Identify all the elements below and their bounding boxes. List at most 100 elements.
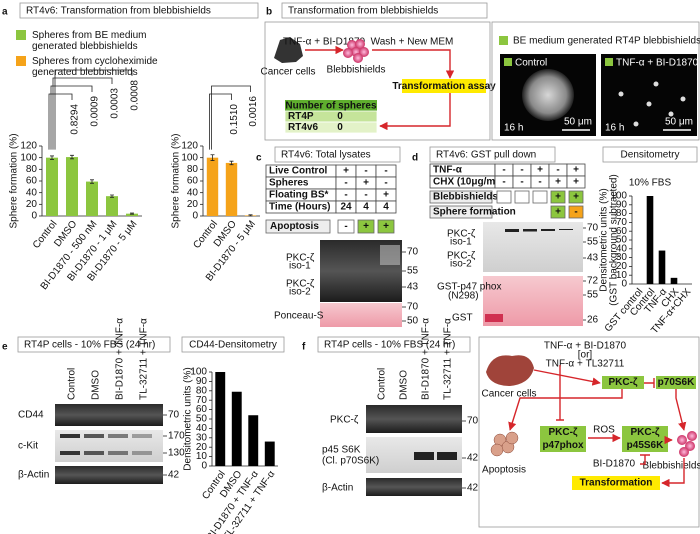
lane-label: BI-D1870 + TNF-α xyxy=(115,318,126,400)
mw-marker: 42 xyxy=(467,483,479,494)
inhibition xyxy=(644,378,655,388)
y-tick-label: 60 xyxy=(616,226,628,237)
frame xyxy=(478,336,700,528)
inhibition xyxy=(556,365,564,421)
mw-marker: 42 xyxy=(168,470,180,481)
y-tick-label: 60 xyxy=(187,176,199,187)
label-box xyxy=(429,190,493,204)
blot-band xyxy=(485,314,503,322)
pathway-input: TNF-α + BI-D1870 xyxy=(544,341,627,352)
legend-swatch xyxy=(16,30,26,40)
bracket xyxy=(211,85,251,150)
table-cell: + xyxy=(363,178,369,189)
panel-label: c xyxy=(256,153,262,164)
blebbishield-icon xyxy=(353,53,363,63)
bar xyxy=(658,250,666,284)
empty-box xyxy=(514,190,530,204)
error-bar xyxy=(50,155,54,160)
pathway-arrow xyxy=(675,389,687,431)
legend-label: Spheres from cycloheximide generated bleb… xyxy=(32,56,158,78)
table-cell: Time (Hours) xyxy=(269,202,331,213)
panel-header: RT4v6: Total lysates xyxy=(281,150,371,161)
legend-swatch xyxy=(499,36,508,45)
lane-label: TL-32711 + TNF-α xyxy=(443,318,454,400)
lane-label: DMSO xyxy=(91,370,102,400)
mw-marker: 43 xyxy=(407,282,419,293)
mark-box xyxy=(550,205,566,219)
blot xyxy=(55,466,163,484)
header-box xyxy=(429,146,556,163)
y-tick-label: 60 xyxy=(196,404,208,415)
table-row xyxy=(284,121,378,134)
lane-label: Control xyxy=(67,368,78,400)
bar xyxy=(646,196,654,284)
arrow xyxy=(379,93,451,131)
sphere xyxy=(522,69,574,121)
mark-box xyxy=(550,190,566,204)
blot xyxy=(55,404,163,426)
error-bar xyxy=(130,212,134,215)
mark-box xyxy=(568,205,584,219)
outcome-box xyxy=(572,476,660,490)
error-bar xyxy=(70,154,74,160)
label: (Cl. p70S6K) xyxy=(322,456,379,467)
mw-marker: 170 xyxy=(168,431,185,442)
label: Blebbishields xyxy=(433,192,498,203)
x-tick-label: Control xyxy=(31,219,60,251)
table-cell: - xyxy=(344,221,347,232)
table-cell: - xyxy=(364,166,367,177)
label: PKC-ζ xyxy=(447,229,476,240)
bar xyxy=(670,277,678,284)
bar xyxy=(215,372,226,466)
label: 16 h xyxy=(504,123,523,134)
error-bar xyxy=(210,154,215,161)
particle xyxy=(633,121,639,127)
p-value: 0.1510 xyxy=(229,104,240,135)
label: p45 S6K xyxy=(322,445,361,456)
y-tick-label: 100 xyxy=(20,152,37,163)
panel-label: f xyxy=(302,342,306,353)
header-box xyxy=(274,146,401,163)
label: Cancer cells xyxy=(481,389,536,400)
chart-subtitle: 10% FBS xyxy=(629,178,672,189)
pathway-node xyxy=(656,376,696,389)
frame xyxy=(491,21,700,141)
label: Ponceau-S xyxy=(274,311,324,322)
table-cell-box xyxy=(375,200,397,214)
bar xyxy=(126,213,138,216)
y-tick-label: 80 xyxy=(196,385,208,396)
pathway-node xyxy=(540,439,586,452)
header-box xyxy=(19,2,259,19)
empty-box xyxy=(496,190,512,204)
y-tick-label: 50 xyxy=(616,235,628,246)
bracket xyxy=(50,85,93,150)
apoptosis-box xyxy=(337,219,355,234)
inhibition xyxy=(640,454,650,465)
table-header xyxy=(285,100,377,111)
table-cell: Live Control xyxy=(269,166,328,177)
y-axis-label: Sphere formation (%) xyxy=(171,133,182,228)
label: GST-p47 phox xyxy=(437,282,501,293)
apoptosis-box xyxy=(265,219,331,234)
header-box xyxy=(17,336,171,353)
arrow xyxy=(372,49,455,79)
mw-marker: 130 xyxy=(168,448,185,459)
y-tick-label: 80 xyxy=(616,208,628,219)
label: iso-2 xyxy=(450,259,472,270)
arrow xyxy=(661,458,685,488)
particle xyxy=(618,91,624,97)
table-cell: - xyxy=(520,177,523,188)
mark: + xyxy=(555,192,561,203)
label: 50 μm xyxy=(564,117,592,128)
bracket xyxy=(209,93,232,150)
label: PKC-ζ xyxy=(447,251,476,262)
label: Cancer cells xyxy=(260,67,315,78)
y-tick-label: 30 xyxy=(196,432,208,443)
table-cell: + xyxy=(383,190,389,201)
y-tick-label: 20 xyxy=(196,442,208,453)
table-cell: - xyxy=(502,165,505,176)
table-cell-box xyxy=(566,175,586,189)
micrograph xyxy=(601,54,697,136)
label: TNF-α + BI-D1870 xyxy=(283,37,366,48)
